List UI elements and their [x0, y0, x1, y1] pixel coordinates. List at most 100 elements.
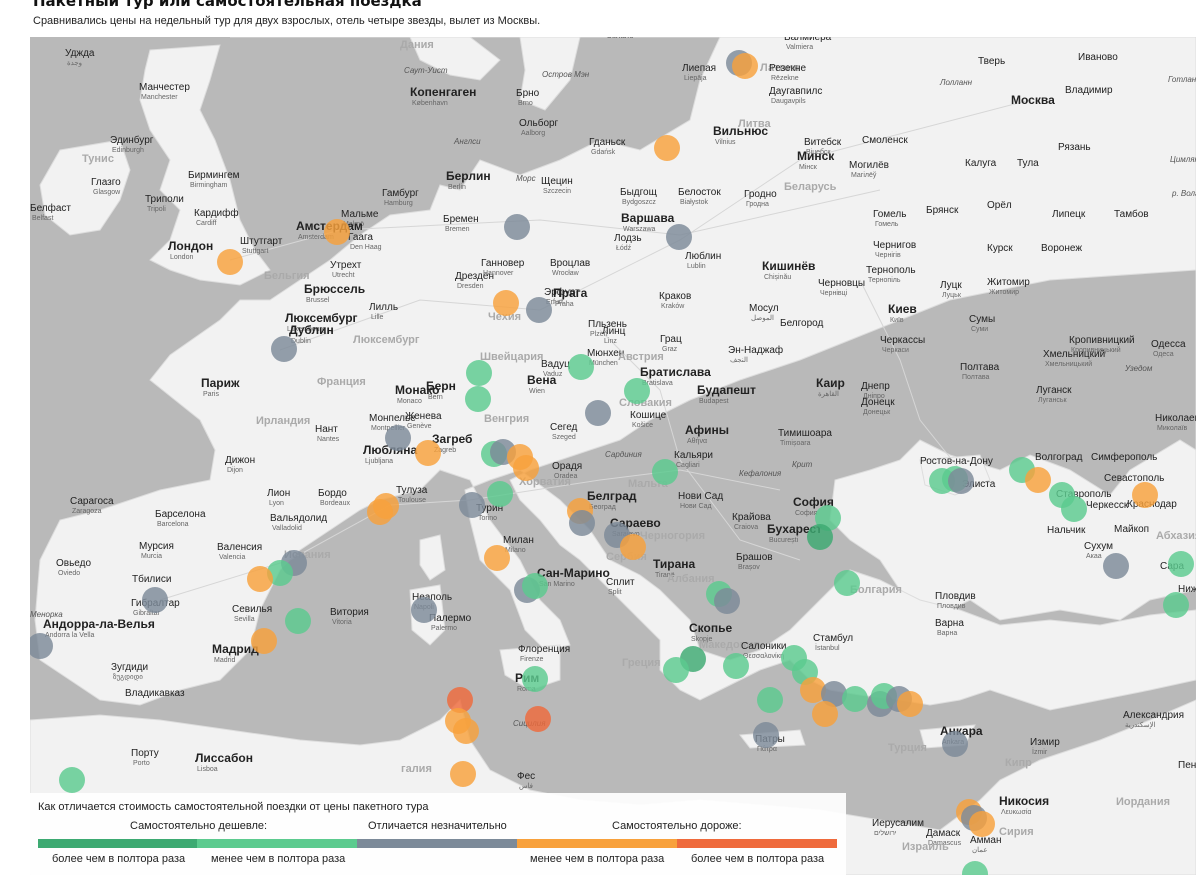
destination-marker[interactable]	[585, 400, 611, 426]
destination-marker[interactable]	[487, 481, 513, 507]
map-label: Крайова	[732, 512, 771, 523]
destination-marker[interactable]	[526, 297, 552, 323]
destination-marker[interactable]	[324, 219, 350, 245]
map-label: Грац	[660, 334, 682, 345]
destination-marker[interactable]	[251, 628, 277, 654]
destination-marker[interactable]	[834, 570, 860, 596]
destination-marker[interactable]	[271, 336, 297, 362]
map-label-local: Αθήνα	[687, 438, 707, 445]
destination-marker[interactable]	[732, 53, 758, 79]
destination-marker[interactable]	[714, 588, 740, 614]
destination-marker[interactable]	[620, 534, 646, 560]
map-label-local: Malmö	[343, 221, 364, 228]
destination-marker[interactable]	[962, 861, 988, 875]
destination-marker[interactable]	[654, 135, 680, 161]
map-label: Берн	[426, 379, 456, 393]
destination-marker[interactable]	[142, 587, 168, 613]
destination-marker[interactable]	[666, 224, 692, 250]
map-label-local: Stuttgart	[242, 248, 269, 255]
destination-marker[interactable]	[465, 386, 491, 412]
destination-marker[interactable]	[459, 492, 485, 518]
destination-marker[interactable]	[466, 360, 492, 386]
map-canvas[interactable]: Москва Тверь Иваново Владимир Рязань Калуга Ту…	[30, 37, 1196, 875]
map-label-local: Erfurt	[546, 299, 563, 306]
destination-marker[interactable]	[522, 573, 548, 599]
destination-marker[interactable]	[942, 731, 968, 757]
destination-marker[interactable]	[663, 657, 689, 683]
destination-marker[interactable]	[897, 691, 923, 717]
destination-marker[interactable]	[1132, 482, 1158, 508]
destination-marker[interactable]	[453, 718, 479, 744]
page-subtitle: Сравнивались цены на недельный тур для д…	[33, 15, 541, 27]
destination-marker[interactable]	[247, 566, 273, 592]
destination-marker[interactable]	[525, 706, 551, 732]
destination-marker[interactable]	[624, 378, 650, 404]
map-label: Каир	[816, 376, 845, 390]
map-label: Лион	[267, 488, 290, 499]
map-label: Будапешт	[697, 383, 756, 397]
destination-marker[interactable]	[450, 761, 476, 787]
map-label: Крит	[792, 460, 813, 469]
map-label-local: Firenze	[520, 656, 543, 663]
map-label: Мосул	[749, 303, 779, 314]
destination-marker[interactable]	[842, 686, 868, 712]
destination-marker[interactable]	[807, 524, 833, 550]
map-label-local: Мінск	[799, 163, 818, 171]
destination-marker[interactable]	[217, 249, 243, 275]
map-label-local: Ljubljana	[365, 458, 393, 465]
map-label-local: Timișoara	[780, 440, 811, 447]
map-label-local: München	[589, 360, 618, 367]
destination-marker[interactable]	[513, 455, 539, 481]
destination-marker[interactable]	[267, 560, 293, 586]
destination-marker[interactable]	[1025, 467, 1051, 493]
destination-marker[interactable]	[757, 687, 783, 713]
map-label: Бремен	[443, 214, 479, 225]
map-label: Морс	[516, 174, 536, 183]
map-label: Братислава	[640, 365, 711, 379]
destination-marker[interactable]	[753, 722, 779, 748]
map-label: Эдинбург	[110, 134, 154, 146]
destination-marker[interactable]	[504, 214, 530, 240]
destination-marker[interactable]	[415, 440, 441, 466]
map-label-local: Vilnius	[715, 139, 736, 146]
map-label: Нант	[315, 424, 338, 435]
map-label: Нальчик	[1047, 525, 1086, 536]
destination-marker[interactable]	[285, 608, 311, 634]
destination-marker[interactable]	[1168, 551, 1194, 577]
destination-marker[interactable]	[1163, 592, 1189, 618]
map-label: Вильнюс	[713, 124, 768, 138]
map-label: Берлин	[446, 169, 491, 183]
destination-marker[interactable]	[484, 545, 510, 571]
map-label-local: Damascus	[928, 840, 962, 847]
destination-marker[interactable]	[723, 653, 749, 679]
destination-marker[interactable]	[493, 290, 519, 316]
destination-marker[interactable]	[411, 597, 437, 623]
map-label: Смоленск	[862, 135, 908, 146]
map-label: Лодзь	[614, 233, 642, 244]
destination-marker[interactable]	[812, 701, 838, 727]
destination-marker[interactable]	[969, 811, 995, 837]
destination-marker[interactable]	[385, 425, 411, 451]
map-label-local: Дніпро	[863, 392, 885, 400]
destination-marker[interactable]	[568, 354, 594, 380]
destination-marker[interactable]	[569, 510, 595, 536]
map-label: Сумы	[969, 314, 995, 325]
map-label-local: Cagliari	[676, 462, 700, 469]
destination-marker[interactable]	[1103, 553, 1129, 579]
destination-marker[interactable]	[522, 666, 548, 692]
destination-marker[interactable]	[447, 687, 473, 713]
destination-marker[interactable]	[948, 468, 974, 494]
destination-marker[interactable]	[652, 459, 678, 485]
destination-marker[interactable]	[800, 677, 826, 703]
map-label: Пловдив	[935, 591, 976, 602]
destination-marker[interactable]	[1061, 496, 1087, 522]
destination-marker[interactable]	[30, 633, 53, 659]
destination-marker[interactable]	[59, 767, 85, 793]
destination-marker[interactable]	[367, 499, 393, 525]
map-label-local: Кропивницький	[1071, 346, 1121, 354]
map-label-local: Rēzekne	[771, 75, 799, 82]
map-view[interactable]: Москва Тверь Иваново Владимир Рязань Калуга Ту…	[30, 37, 1196, 875]
map-label: Мадрид	[212, 642, 259, 656]
destination-marker[interactable]	[821, 681, 847, 707]
map-label-local: Toulouse	[398, 497, 426, 504]
